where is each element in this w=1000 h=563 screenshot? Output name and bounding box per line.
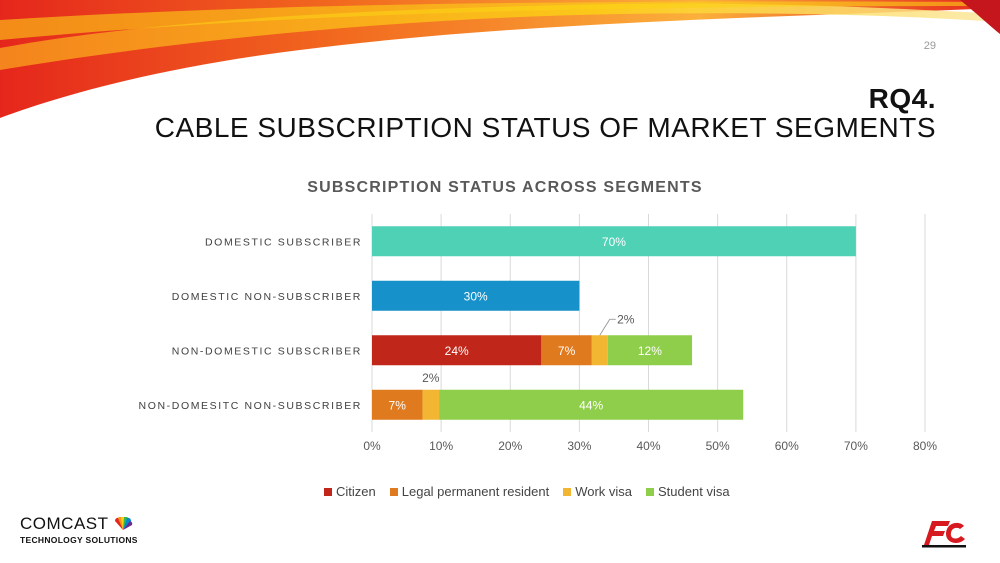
comcast-logo: COMCAST TECHNOLOGY SOLUTIONS bbox=[20, 514, 138, 545]
stacked-bar-chart: 0% 10% 20% 30% 40% 50% 60% 70% 80% DOMESTIC SUBSC… bbox=[139, 214, 937, 453]
data-label: 2% bbox=[617, 312, 635, 326]
data-label: 24% bbox=[445, 344, 469, 358]
legend-label: Citizen bbox=[336, 484, 376, 499]
legend-label: Work visa bbox=[575, 484, 633, 499]
bar-segment bbox=[607, 335, 693, 366]
legend-item-legal-permanent-resident: Legal permanent resident bbox=[389, 484, 550, 499]
legend-item-work-visa: Work visa bbox=[563, 484, 632, 499]
category-label: NON-DOMESTIC SUBSCRIBER bbox=[172, 345, 362, 357]
x-tick-label: 40% bbox=[636, 439, 660, 453]
x-tick-label: 0% bbox=[363, 439, 381, 453]
legend-swatch bbox=[646, 487, 655, 496]
legend-swatch bbox=[563, 487, 572, 496]
x-tick-label: 70% bbox=[844, 439, 868, 453]
chart-title: SUBSCRIPTION STATUS ACROSS SEGMENTS bbox=[307, 179, 703, 196]
legend-swatch bbox=[389, 487, 398, 496]
page-number: 29 bbox=[923, 40, 936, 52]
data-label: 7% bbox=[558, 344, 576, 358]
bar-segment bbox=[372, 226, 856, 257]
legend-swatch bbox=[324, 487, 332, 496]
data-label: 2% bbox=[422, 371, 440, 385]
legend-item-student-visa: Student visa bbox=[646, 484, 730, 499]
x-tick-label: 10% bbox=[429, 439, 453, 453]
bar-segment bbox=[372, 335, 542, 366]
x-tick-label: 50% bbox=[706, 439, 730, 453]
comcast-tagline: TECHNOLOGY SOLUTIONS bbox=[20, 535, 138, 545]
data-label: 70% bbox=[602, 235, 626, 249]
corner-logo-icon bbox=[922, 521, 966, 548]
slide-title: RQ4. CABLE SUBSCRIPTION STATUS OF MARKET… bbox=[155, 84, 936, 143]
data-label: 7% bbox=[389, 398, 407, 412]
category-label: DOMESTIC SUBSCRIBER bbox=[205, 236, 362, 248]
legend-label: Student visa bbox=[658, 484, 730, 499]
legend-label: Legal permanent resident bbox=[401, 484, 550, 499]
title-line-2: CABLE SUBSCRIPTION STATUS OF MARKET SEGM… bbox=[154, 112, 936, 144]
x-tick-label: 30% bbox=[567, 439, 591, 453]
x-tick-label: 60% bbox=[775, 439, 799, 453]
data-label: 44% bbox=[579, 398, 603, 412]
bar-segment bbox=[439, 389, 744, 420]
legend-item-citizen: Citizen bbox=[324, 484, 376, 499]
bar-segment bbox=[422, 389, 440, 420]
comcast-wordmark: COMCAST bbox=[20, 514, 109, 533]
bar-segment bbox=[372, 280, 580, 311]
bar-segment bbox=[591, 335, 608, 366]
callout-line bbox=[599, 319, 611, 336]
category-label: DOMESTIC NON-SUBSCRIBER bbox=[172, 291, 362, 303]
category-label: NON-DOMESITC NON-SUBSCRIBER bbox=[139, 400, 362, 412]
title-line-1: RQ4. bbox=[868, 83, 936, 114]
peacock-icon bbox=[114, 517, 132, 530]
chart-legend: Citizen Legal permanent resident Work vi… bbox=[324, 484, 730, 499]
x-tick-label: 20% bbox=[498, 439, 522, 453]
x-tick-label: 80% bbox=[913, 439, 937, 453]
bar-segment bbox=[541, 335, 592, 366]
decorative-swoosh bbox=[0, 0, 1000, 118]
data-label: 30% bbox=[464, 289, 488, 303]
bar-segment bbox=[372, 389, 423, 420]
data-label: 12% bbox=[638, 344, 662, 358]
